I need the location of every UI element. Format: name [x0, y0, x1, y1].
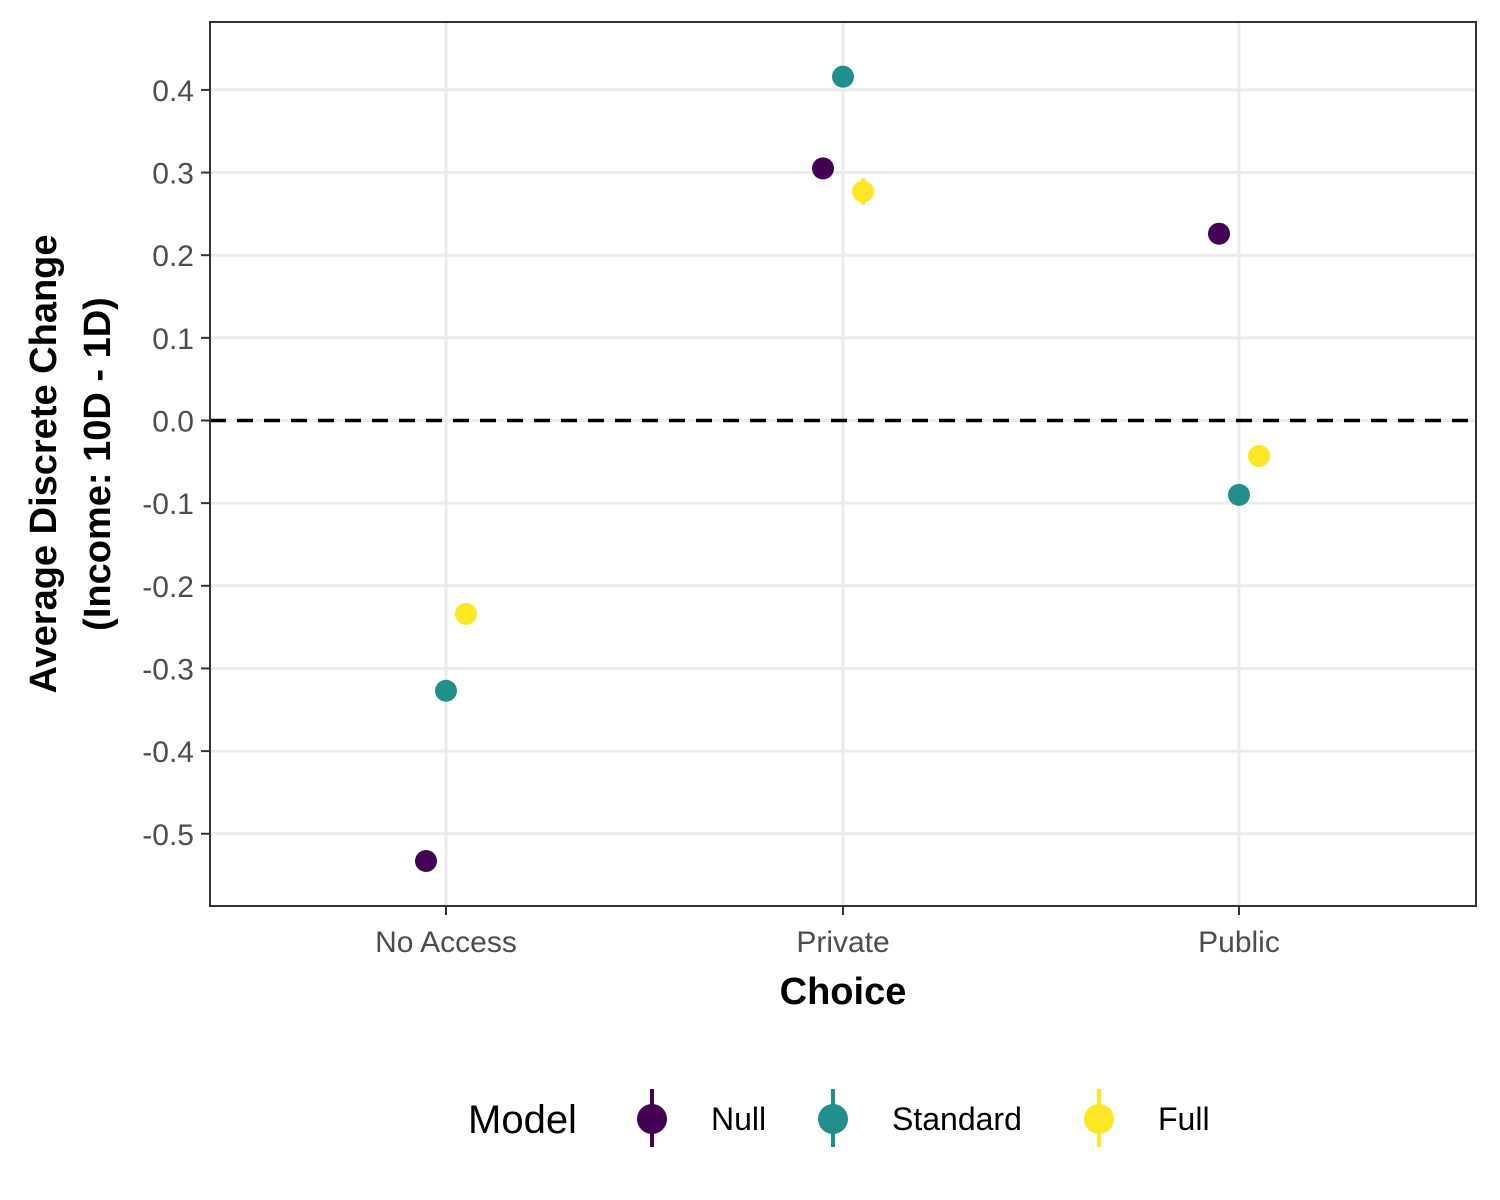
y-axis-title-line2: (Income: 10D - 1D): [77, 297, 119, 631]
point-standard: [832, 65, 854, 88]
gridlines: [210, 22, 1476, 906]
y-tick-label: 0.2: [152, 240, 194, 273]
legend-label-null: Null: [711, 1101, 766, 1137]
point-null: [415, 850, 437, 873]
point-full: [852, 180, 874, 203]
y-tick-label: -0.2: [142, 571, 194, 604]
y-tick-label: 0.3: [152, 158, 194, 191]
axis-ticks: 0.4 0.3 0.2 0.1 0.0 -0.1 -0.2 -0.3 -0.4 -0.5 No Ac…: [142, 75, 1280, 959]
legend-label-standard: Standard: [892, 1101, 1022, 1137]
data-points: [415, 65, 1270, 873]
x-tick-label: No Access: [375, 926, 517, 959]
y-tick-label: -0.1: [142, 488, 194, 521]
legend-key-point-full: [1084, 1104, 1114, 1134]
point-standard: [435, 679, 457, 702]
x-axis-title: Choice: [780, 971, 907, 1013]
x-tick-label: Private: [796, 926, 889, 959]
y-tick-label: 0.1: [152, 323, 194, 356]
legend: Model Null Standard Full: [468, 1089, 1210, 1147]
legend-label-full: Full: [1158, 1101, 1210, 1137]
point-null: [1208, 222, 1230, 245]
point-full: [1248, 445, 1270, 468]
point-standard: [1228, 483, 1250, 506]
y-tick-label: -0.5: [142, 819, 194, 852]
x-tick-label: Public: [1198, 926, 1280, 959]
y-tick-label: -0.4: [142, 736, 194, 769]
y-tick-label: -0.3: [142, 653, 194, 686]
point-null: [812, 157, 834, 180]
y-tick-label: 0.0: [152, 406, 194, 439]
legend-key-point-null: [637, 1104, 667, 1134]
point-full: [455, 602, 477, 625]
legend-title: Model: [468, 1098, 577, 1142]
y-tick-label: 0.4: [152, 75, 194, 108]
y-axis-title-line1: Average Discrete Change: [23, 234, 65, 693]
legend-key-point-standard: [818, 1104, 848, 1134]
